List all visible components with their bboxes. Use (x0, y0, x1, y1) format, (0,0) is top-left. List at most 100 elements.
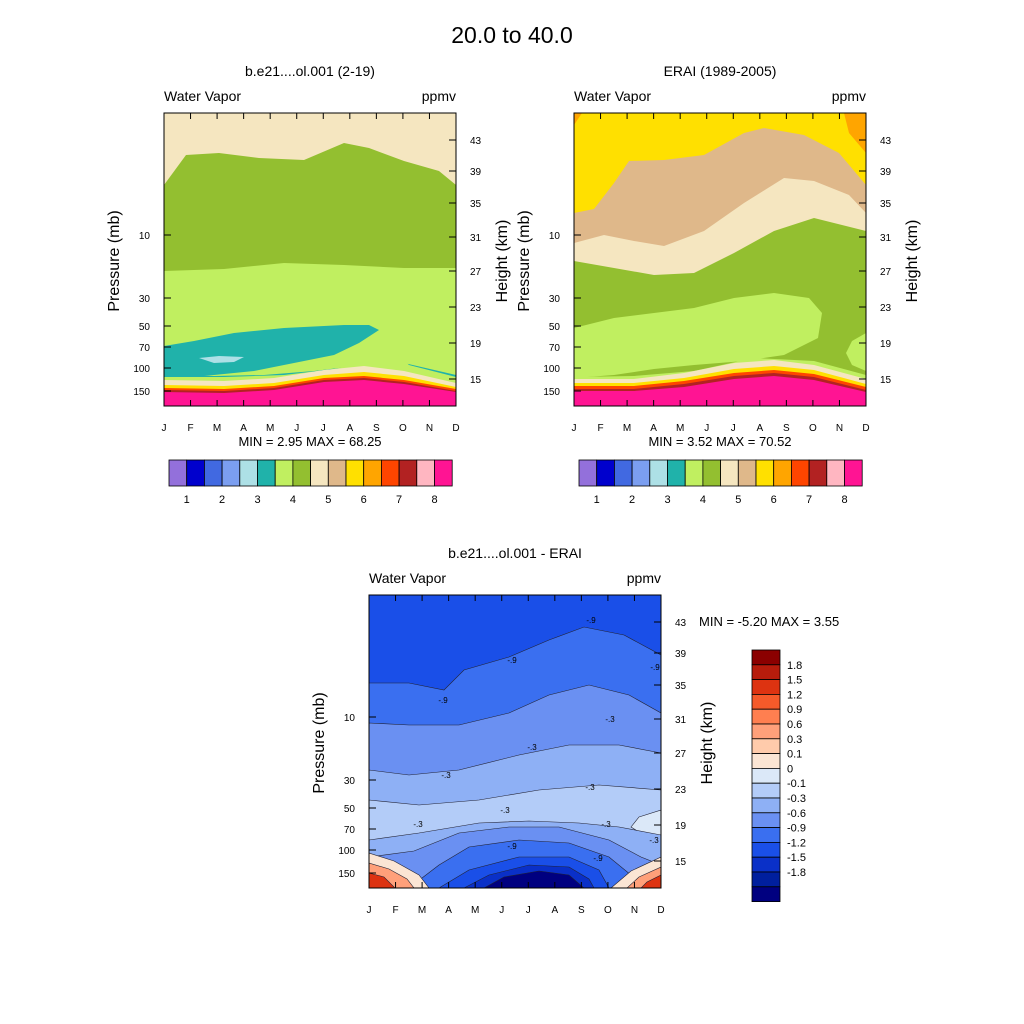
colorbar-swatch (310, 459, 329, 487)
difference-contour-fill (369, 595, 661, 888)
month-label: F (392, 905, 398, 916)
colorbar-label: 1 (594, 494, 600, 506)
diff-colorbar-swatch (751, 841, 781, 858)
contour-label: -.3 (500, 806, 510, 815)
colorbar-swatch (221, 459, 241, 487)
height-label: 43 (470, 136, 482, 147)
contour-label: -.9 (507, 656, 517, 665)
diff-colorbar-label: -1.8 (787, 867, 806, 879)
model-min-max: MIN = 2.95 MAX = 68.25 (238, 434, 381, 449)
colorbar-swatch (578, 459, 598, 487)
height-label: 43 (675, 618, 687, 629)
colorbar-label: 5 (325, 494, 331, 506)
month-label: M (676, 423, 684, 434)
diff-colorbar-label: 1.2 (787, 689, 802, 701)
month-label: S (373, 423, 380, 434)
colorbar-swatch (702, 459, 722, 487)
contour-label: -.9 (586, 616, 596, 625)
colorbar-swatch (737, 459, 757, 487)
colorbar-label: 4 (700, 494, 706, 506)
month-label: A (445, 905, 452, 916)
month-label: J (321, 423, 326, 434)
figure-title: 20.0 to 40.0 (451, 22, 573, 48)
diff-colorbar-label: -1.5 (787, 852, 806, 864)
pressure-label: 150 (543, 387, 560, 398)
colorbar-swatch (239, 459, 258, 487)
month-label: A (756, 423, 763, 434)
height-label: 19 (880, 339, 892, 350)
month-label: J (367, 905, 372, 916)
month-label: F (597, 423, 603, 434)
contour-label: -.3 (605, 715, 615, 724)
colorbar-swatch (614, 459, 633, 487)
contour-label: -.9 (650, 663, 660, 672)
colorbar-label: 3 (254, 494, 260, 506)
difference-plot-frame (368, 594, 662, 889)
month-label: M (418, 905, 426, 916)
colorbar-swatch (363, 459, 382, 487)
pressure-label: 100 (543, 364, 560, 375)
month-label: M (623, 423, 631, 434)
pressure-label: 100 (338, 846, 355, 857)
diff-colorbar-swatch (751, 723, 781, 740)
fill-diff-positive-right-red (640, 874, 661, 888)
erai-panel: ERAI (1989-2005) Water Vapor ppmv J F M A M J… (516, 63, 921, 449)
colorbar-swatch (755, 459, 775, 487)
contour-label: -.9 (438, 696, 448, 705)
contour-label: -.3 (585, 783, 595, 792)
colorbar-swatch (631, 459, 651, 487)
colorbar-swatch (684, 459, 704, 487)
diff-colorbar-swatch (751, 694, 781, 710)
month-label: D (452, 423, 459, 434)
colorbar-swatch (773, 459, 792, 487)
erai-min-max: MIN = 3.52 MAX = 70.52 (648, 434, 791, 449)
diff-colorbar-label: -1.2 (787, 837, 806, 849)
height-label: 35 (470, 199, 482, 210)
colorbar-swatch (720, 459, 739, 487)
month-label: D (862, 423, 869, 434)
colorbar-swatch (168, 459, 188, 487)
diff-colorbar-swatch (751, 768, 781, 784)
difference-units-label: ppmv (627, 570, 661, 586)
model-panel: b.e21....ol.001 (2-19) Water Vapor ppmv … (106, 63, 511, 449)
fill-level-max-magenta (164, 380, 456, 406)
diff-colorbar-label: -0.9 (787, 823, 806, 835)
model-units-label: ppmv (422, 88, 456, 104)
colorbar-swatch (808, 459, 828, 487)
pressure-label: 70 (139, 343, 151, 354)
diff-colorbar-swatch (751, 886, 781, 903)
month-label: N (631, 905, 638, 916)
diff-colorbar-swatch (751, 753, 781, 769)
fill-diff-minimum-core (483, 870, 585, 888)
fill-level-3-teal (164, 325, 379, 378)
colorbar-label: 1 (184, 494, 190, 506)
erai-ylabel-height: Height (km) (904, 220, 921, 303)
pressure-label: 70 (344, 825, 356, 836)
colorbar-label: 7 (806, 494, 812, 506)
diff-colorbar-label: 0.3 (787, 734, 802, 746)
month-label: M (471, 905, 479, 916)
colorbar-label: 4 (290, 494, 296, 506)
height-label: 19 (675, 821, 687, 832)
colorbar-swatch (826, 459, 845, 487)
fill-diff-positive-left-red (369, 872, 396, 888)
difference-contour-labels: -.9 -.9 -.9 -.9 -.3 -.3 -.3 -.3 -.3 -.3 -.3 -.9 -.9 -… (413, 616, 660, 863)
diff-colorbar-label: 1.8 (787, 660, 802, 672)
diff-colorbar-swatch (751, 649, 781, 666)
diff-colorbar-swatch (751, 812, 781, 829)
diff-colorbar-swatch (751, 738, 781, 755)
month-label: O (604, 905, 612, 916)
colorbar-label: 6 (771, 494, 777, 506)
erai-colorbar: 1 2 3 4 5 6 7 8 (578, 459, 863, 506)
difference-min-max: MIN = -5.20 MAX = 3.55 (699, 614, 839, 629)
height-label: 35 (880, 199, 892, 210)
contour-label: -.3 (649, 836, 659, 845)
colorbar-label: 7 (396, 494, 402, 506)
pressure-label: 10 (139, 231, 151, 242)
colorbar-label: 8 (841, 494, 847, 506)
pressure-label: 10 (344, 713, 356, 724)
height-label: 15 (470, 375, 482, 386)
month-label: A (240, 423, 247, 434)
colorbar-swatch (292, 459, 312, 487)
month-label: O (399, 423, 407, 434)
